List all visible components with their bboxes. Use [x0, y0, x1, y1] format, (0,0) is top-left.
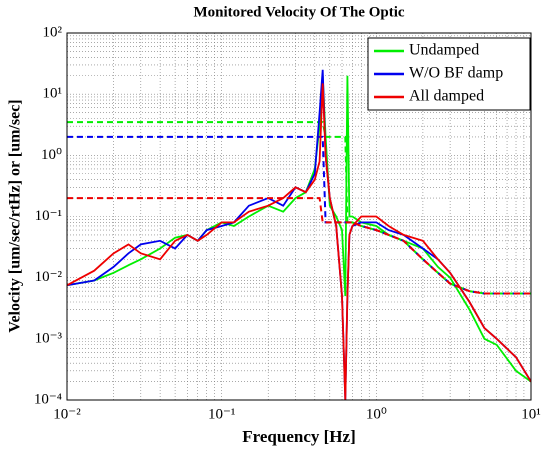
chart-title: Monitored Velocity Of The Optic: [193, 4, 404, 20]
y-tick-label: 10⁻³: [35, 330, 63, 346]
y-tick-label: 10⁰: [41, 147, 62, 163]
y-tick-label: 10⁻¹: [35, 208, 62, 224]
y-tick-label: 10⁻²: [35, 269, 63, 285]
rms-line: [67, 197, 531, 295]
legend-label: Undamped: [409, 42, 479, 59]
series-line: [67, 83, 531, 400]
x-tick-label: 10⁰: [366, 406, 387, 422]
rms-line: [67, 135, 531, 295]
y-axis-label: Velocity [um/sec/rtHz] or [um/sec]: [7, 99, 24, 332]
legend-label: W/O BF damp: [409, 65, 503, 82]
axes-frame: [66, 32, 532, 401]
y-tick-label: 10⁻⁴: [34, 391, 62, 407]
y-tick-label: 10²: [43, 24, 63, 40]
x-tick-label: 10¹: [521, 406, 541, 422]
y-tick-label: 10¹: [43, 86, 63, 102]
x-axis-label: Frequency [Hz]: [242, 427, 355, 446]
x-tick-label: 10⁻¹: [208, 406, 235, 422]
x-tick-label: 10⁻²: [53, 406, 81, 422]
legend-label: All damped: [409, 88, 484, 105]
